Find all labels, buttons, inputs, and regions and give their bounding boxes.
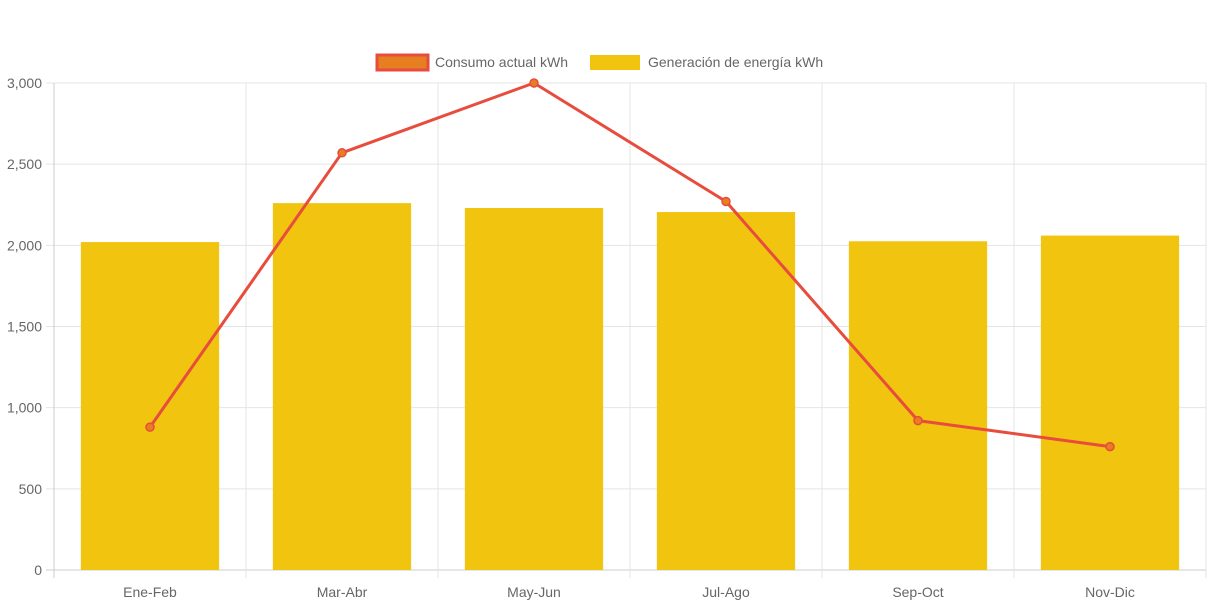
y-tick-label: 0	[34, 562, 42, 578]
point-consumo-sep-oct[interactable]	[913, 415, 923, 426]
y-tick-label: 500	[19, 481, 43, 497]
bar-generacion-sep-oct[interactable]	[848, 241, 988, 570]
y-tick-label: 1,000	[7, 400, 42, 416]
y-tick-label: 1,500	[7, 319, 42, 335]
point-consumo-may-jun[interactable]	[529, 78, 539, 88]
bar-generacion-mar-abr[interactable]	[272, 203, 412, 571]
bar-generacion-may-jun[interactable]	[464, 207, 604, 570]
bar-generacion-jul-ago[interactable]	[656, 212, 796, 570]
legend-swatch-generacion	[590, 55, 640, 70]
legend-label-generacion: Generación de energía kWh	[648, 54, 823, 70]
bar-generacion-nov-dic[interactable]	[1040, 235, 1180, 571]
line-series-layer	[145, 78, 1115, 452]
y-tick-label: 2,500	[7, 156, 42, 172]
x-tick-label: May-Jun	[507, 584, 561, 600]
x-tick-label: Ene-Feb	[123, 584, 177, 600]
point-consumo-jul-ago[interactable]	[721, 196, 731, 207]
x-tick-label: Nov-Dic	[1085, 584, 1135, 600]
axis-layer: 0 500 1,000 1,500 2,000 2,500 3,000 Ene-Feb Mar-…	[7, 75, 1135, 600]
grid-layer	[46, 82, 1207, 578]
bar-generacion-ene-feb[interactable]	[80, 242, 220, 570]
point-consumo-nov-dic[interactable]	[1105, 441, 1115, 452]
legend-item-consumo[interactable]: Consumo actual kWh	[375, 53, 568, 72]
legend: Consumo actual kWh Generación de energía …	[375, 53, 823, 72]
legend-label-consumo: Consumo actual kWh	[435, 54, 568, 70]
point-consumo-ene-feb[interactable]	[145, 422, 155, 432]
legend-item-generacion[interactable]: Generación de energía kWh	[590, 54, 823, 70]
x-tick-label: Jul-Ago	[702, 584, 750, 600]
line-consumo	[148, 81, 1111, 449]
bar-series-layer	[80, 203, 1180, 571]
x-tick-label: Sep-Oct	[892, 584, 943, 600]
y-tick-label: 3,000	[7, 75, 42, 91]
y-tick-label: 2,000	[7, 237, 42, 253]
point-consumo-mar-abr[interactable]	[337, 148, 347, 158]
x-tick-label: Mar-Abr	[317, 584, 368, 600]
legend-swatch-consumo	[375, 53, 430, 72]
